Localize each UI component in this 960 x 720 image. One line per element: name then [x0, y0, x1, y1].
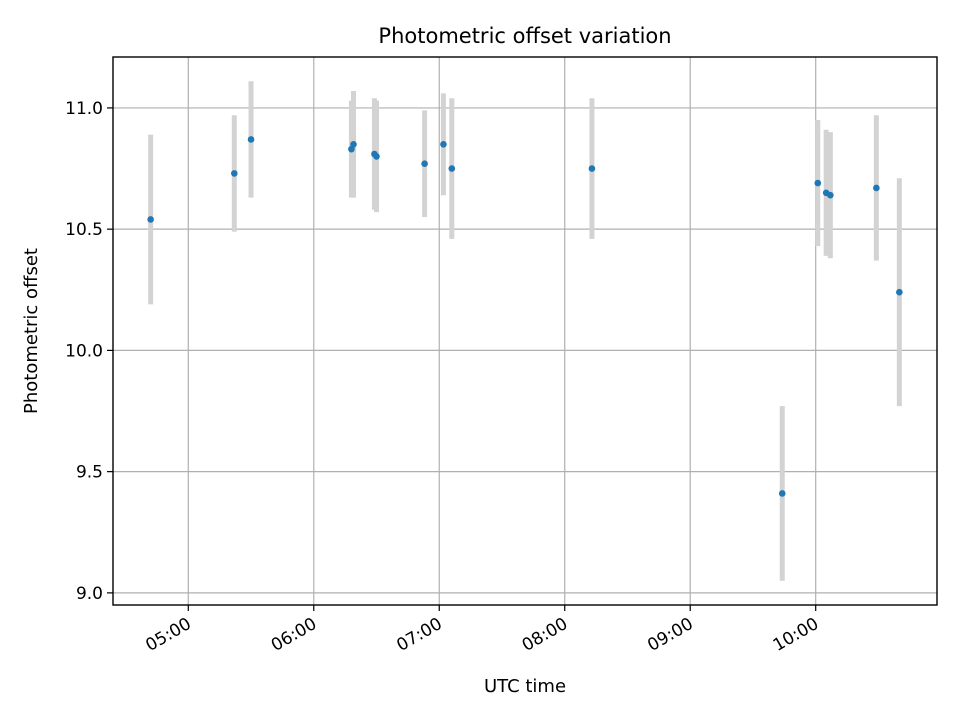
data-point [814, 179, 822, 187]
chart-title: Photometric offset variation [378, 24, 671, 48]
y-tick-label: 10.5 [65, 220, 103, 240]
data-point [247, 136, 255, 143]
y-axis-label: Photometric offset [21, 248, 42, 414]
data-point [778, 490, 786, 497]
data-point [827, 191, 834, 199]
data-point [147, 216, 154, 223]
data-point [588, 165, 596, 172]
data-point [440, 140, 447, 148]
data-point [448, 165, 456, 172]
y-tick-label: 10.0 [65, 341, 103, 361]
plot-frame [112, 56, 938, 606]
errorbar-layer [148, 81, 902, 581]
x-tick-label: 09:00 [644, 614, 696, 656]
data-point [421, 160, 428, 167]
point-layer [147, 136, 903, 497]
y-tick-label: 11.0 [65, 99, 103, 119]
x-tick-label: 08:00 [519, 614, 571, 656]
data-point [373, 153, 380, 160]
x-tick-label: 06:00 [268, 614, 320, 656]
x-axis-label: UTC time [484, 676, 566, 697]
data-point [896, 288, 903, 296]
data-point [230, 170, 238, 177]
data-point [350, 140, 357, 148]
x-tick-label: 05:00 [142, 614, 194, 656]
y-tick-label: 9.5 [76, 463, 103, 483]
data-point [873, 184, 880, 192]
x-tick-label: 07:00 [393, 614, 445, 656]
x-tick-label: 10:00 [770, 614, 822, 656]
y-tick-label: 9.0 [76, 584, 103, 604]
